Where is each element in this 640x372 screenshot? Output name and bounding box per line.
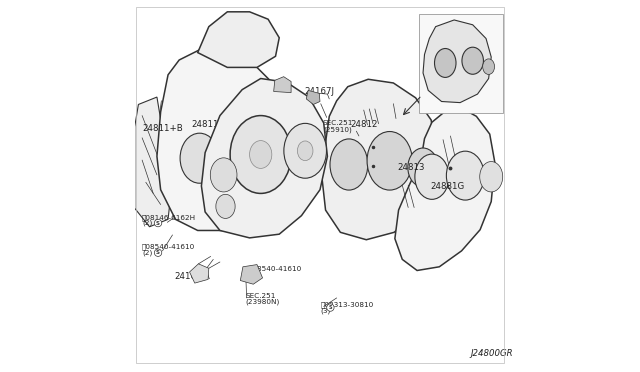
Text: 24811: 24811 (191, 121, 218, 129)
Ellipse shape (211, 158, 237, 192)
Polygon shape (240, 264, 262, 284)
Text: (2): (2) (142, 249, 152, 256)
Ellipse shape (154, 219, 162, 227)
Text: 24167J: 24167J (305, 87, 335, 96)
Ellipse shape (284, 124, 326, 178)
Ellipse shape (367, 132, 412, 190)
Text: 24167JA: 24167JA (175, 272, 211, 281)
Ellipse shape (298, 141, 313, 161)
Polygon shape (198, 12, 279, 67)
Ellipse shape (250, 141, 272, 169)
Ellipse shape (266, 159, 289, 190)
Polygon shape (395, 108, 495, 270)
Polygon shape (157, 49, 298, 231)
Ellipse shape (415, 154, 449, 199)
Ellipse shape (330, 139, 368, 190)
Ellipse shape (462, 47, 483, 74)
Text: 24812: 24812 (350, 121, 378, 129)
Text: (2): (2) (142, 220, 152, 227)
Text: 24925: 24925 (271, 98, 298, 107)
Polygon shape (307, 90, 320, 105)
Polygon shape (189, 264, 209, 283)
Text: (3): (3) (321, 308, 331, 314)
Text: 24811+A: 24811+A (204, 34, 245, 43)
Text: (23980N): (23980N) (245, 299, 280, 305)
Ellipse shape (230, 116, 291, 193)
FancyBboxPatch shape (419, 15, 502, 113)
Text: J24800GR: J24800GR (470, 349, 513, 358)
Text: 24850: 24850 (278, 150, 306, 159)
Text: 24811+B: 24811+B (143, 124, 184, 133)
Polygon shape (202, 78, 328, 238)
Ellipse shape (480, 161, 502, 192)
Text: ゅ08540-41610: ゅ08540-41610 (249, 266, 302, 272)
Text: ゅ08146-6162H: ゅ08146-6162H (142, 214, 196, 221)
Ellipse shape (216, 194, 235, 218)
Polygon shape (274, 77, 291, 93)
Ellipse shape (408, 148, 438, 187)
Ellipse shape (154, 249, 162, 256)
Text: ゅ08313-30810: ゅ08313-30810 (321, 301, 374, 308)
Text: ゅ08540-41610: ゅ08540-41610 (142, 243, 195, 250)
Text: (25910): (25910) (323, 126, 352, 133)
Text: SEC.251: SEC.251 (245, 293, 275, 299)
Ellipse shape (435, 48, 456, 77)
Text: S: S (156, 221, 160, 225)
Text: 24813: 24813 (398, 163, 426, 173)
Ellipse shape (180, 133, 219, 183)
Polygon shape (322, 79, 436, 240)
Ellipse shape (483, 59, 495, 74)
Ellipse shape (227, 133, 266, 183)
Text: (4): (4) (249, 272, 259, 278)
Polygon shape (423, 20, 492, 103)
Ellipse shape (446, 151, 484, 200)
Text: S: S (328, 305, 332, 310)
Text: S: S (156, 250, 160, 255)
Polygon shape (134, 97, 172, 227)
Text: SEC.251: SEC.251 (323, 120, 353, 126)
Ellipse shape (326, 304, 334, 311)
Text: 24881G: 24881G (431, 182, 465, 191)
